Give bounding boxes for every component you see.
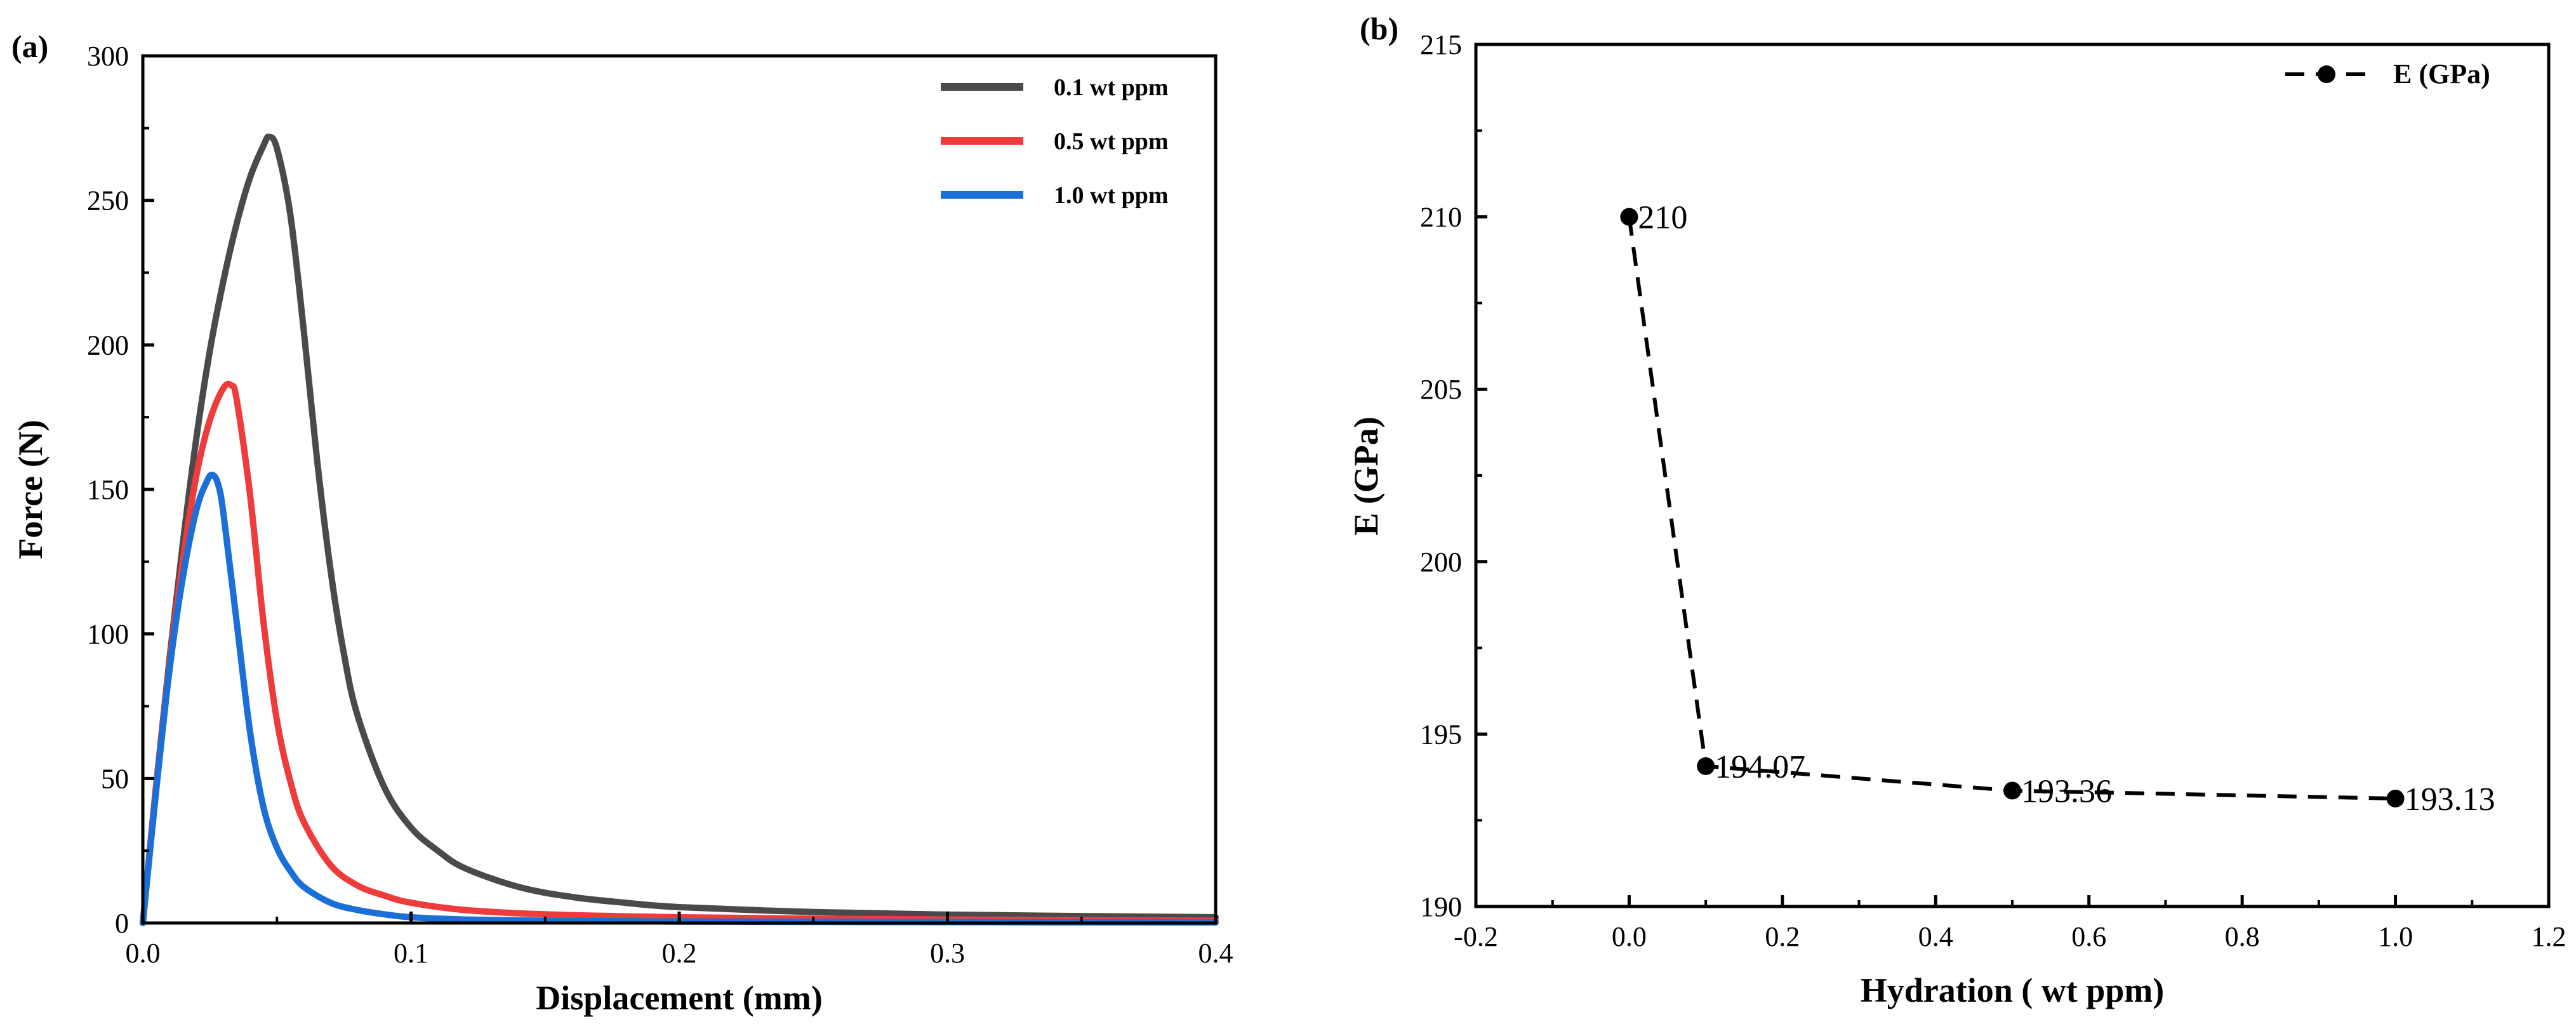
panel-a-series-lines: [140, 133, 1219, 926]
panel-b-x-axis-title: Hydration ( wt ppm): [1861, 971, 2165, 1009]
panel-b-x-tick-label: 1.2: [2532, 921, 2566, 952]
data-point-label: 210: [1638, 200, 1687, 236]
panel-a-x-ticks: 0.0 0.1 0.2 0.3 0.4: [126, 912, 1233, 969]
panel-b-plot-area: 210 194.07 193.36 193.13 -0.2 0.0 0.2 0.4 0.6 0.…: [1420, 29, 2566, 952]
panel-b-y-tick-label: 210: [1420, 202, 1462, 233]
panel-a-x-tick-label: 0.3: [930, 938, 965, 969]
panel-a-y-tick-label: 250: [87, 185, 129, 216]
panel-a: (a) 0.0 0.1 0.2 0.3 0.4 0 50 100 150 200 250 300 D…: [11, 29, 1233, 1017]
data-point-label: 193.13: [2405, 781, 2495, 818]
panel-b-axes-frame: [1474, 43, 2551, 908]
data-point-marker: [1620, 208, 1638, 226]
panel-b-x-tick-label: -0.2: [1454, 921, 1498, 952]
panel-a-y-tick-label: 150: [87, 474, 129, 505]
panel-b-label: (b): [1360, 11, 1398, 46]
panel-b-y-tick-label: 215: [1420, 29, 1462, 60]
panel-b: (b) 210 194.07 193.36 193.13 -0.2 0.0 0.2 0.4 0…: [1347, 11, 2566, 1009]
panel-b-y-tick-label: 200: [1420, 547, 1462, 578]
panel-b-markers: [1620, 208, 2405, 807]
panel-b-x-tick-label: 1.0: [2378, 921, 2413, 952]
panel-a-x-axis-title: Displacement (mm): [536, 979, 822, 1017]
data-point-label: 194.07: [1715, 749, 1805, 785]
panel-b-x-tick-label: 0.4: [1918, 921, 1953, 952]
panel-b-legend: E (GPa): [2285, 58, 2490, 90]
data-point-marker: [1697, 757, 1715, 775]
panel-b-x-tick-label: 0.6: [2071, 921, 2106, 952]
series-line-e-gpa: [1627, 216, 2396, 800]
panel-b-y-tick-label: 205: [1420, 374, 1462, 405]
panel-b-x-tick-label: 0.0: [1612, 921, 1647, 952]
data-point-marker: [2003, 781, 2021, 800]
panel-b-x-tick-label: 0.2: [1765, 921, 1800, 952]
panel-a-x-tick-label: 0.1: [394, 938, 428, 969]
panel-a-plot-area: 0.0 0.1 0.2 0.3 0.4 0 50 100 150 200 250 300: [87, 41, 1233, 969]
panel-a-y-ticks: 0 50 100 150 200 250 300: [87, 41, 154, 939]
legend-label-0.5-wt-ppm: 0.5 wt ppm: [1054, 128, 1169, 155]
panel-a-y-axis-title: Force (N): [11, 420, 50, 559]
series-line-1.0-wt-ppm: [140, 472, 1219, 926]
panel-a-legend: 0.1 wt ppm 0.5 wt ppm 1.0 wt ppm: [941, 74, 1169, 209]
legend-marker-e-gpa: [2318, 65, 2335, 83]
panel-a-x-tick-label: 0.4: [1198, 938, 1233, 969]
panel-a-x-tick-label: 0.2: [662, 938, 697, 969]
panel-a-y-tick-label: 100: [87, 619, 129, 650]
data-point-marker: [2386, 789, 2405, 807]
legend-label-0.1-wt-ppm: 0.1 wt ppm: [1054, 74, 1169, 101]
panel-a-x-tick-label: 0.0: [126, 938, 161, 969]
panel-b-x-ticks: -0.2 0.0 0.2 0.4 0.6 0.8 1.0 1.2: [1454, 895, 2566, 952]
panel-b-y-tick-label: 190: [1420, 891, 1462, 922]
legend-label-e-gpa: E (GPa): [2393, 58, 2490, 90]
panel-a-y-tick-label: 300: [87, 41, 129, 72]
panel-b-y-axis-title: E (GPa): [1347, 416, 1385, 535]
panel-a-y-tick-label: 50: [101, 763, 129, 794]
panel-a-label: (a): [11, 29, 48, 64]
panel-a-y-tick-label: 200: [87, 329, 129, 361]
panel-b-x-tick-label: 0.8: [2225, 921, 2260, 952]
panel-b-y-tick-label: 195: [1420, 719, 1462, 750]
panel-a-y-tick-label: 0: [115, 908, 129, 939]
series-line-0.1-wt-ppm: [140, 133, 1219, 926]
legend-label-1.0-wt-ppm: 1.0 wt ppm: [1054, 182, 1169, 209]
panel-b-y-ticks: 190 195 200 205 210 215: [1420, 29, 1487, 922]
panel-b-data-labels: 210 194.07 193.36 193.13: [1638, 200, 2495, 818]
data-point-label: 193.36: [2021, 773, 2112, 809]
series-line-0.5-wt-ppm: [140, 380, 1219, 926]
